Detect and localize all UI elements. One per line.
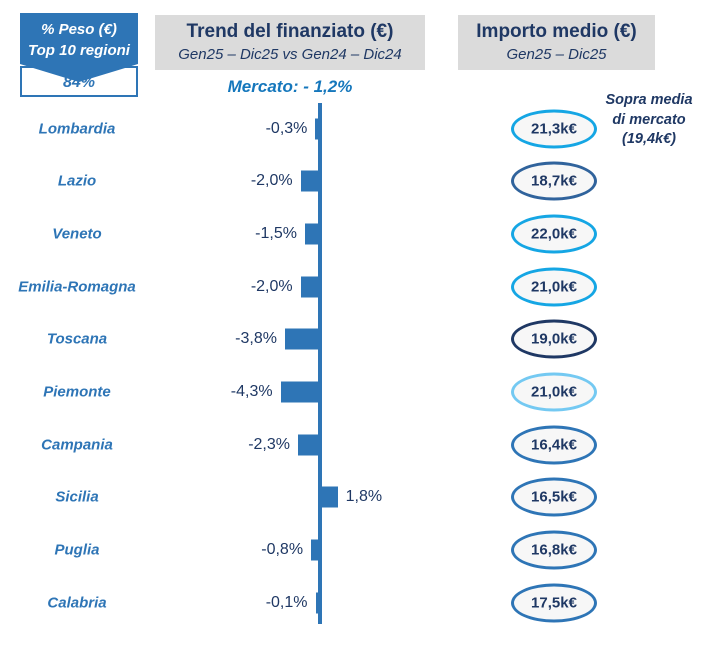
region-label: Lombardia: [38, 120, 116, 137]
importo-oval: 21,3k€: [511, 109, 597, 148]
trend-bar: [284, 328, 318, 350]
importo-value-label: 19,0k€: [531, 330, 577, 348]
trend-bar: [297, 434, 318, 456]
importo-header: Importo medio (€) Gen25 – Dic25: [458, 15, 655, 70]
market-trend-label: Mercato: - 1,2%: [227, 77, 353, 96]
importo-value-label: 16,8k€: [531, 541, 577, 559]
trend-bar: [304, 223, 318, 245]
region-label: Toscana: [46, 330, 108, 348]
region-row: Lazio -2,0% 18,7k€: [0, 155, 702, 208]
above-market-note-line3: (19,4k€): [621, 131, 676, 148]
importo-header-subtitle: Gen25 – Dic25: [506, 45, 607, 63]
importo-header-title: Importo medio (€): [476, 21, 637, 42]
above-market-note-line2: di mercato: [612, 111, 686, 128]
importo-oval: 19,0k€: [511, 319, 597, 359]
region-label: Calabria: [47, 594, 107, 612]
trend-value-label: -0,8%: [261, 541, 304, 559]
importo-oval: 21,0k€: [511, 267, 597, 307]
trend-bar: [280, 381, 318, 403]
importo-oval: 16,5k€: [511, 477, 597, 517]
region-row: Puglia -0,8% 16,8k€: [0, 524, 702, 577]
trend-header-subtitle: Gen25 – Dic25 vs Gen24 – Dic24: [178, 45, 402, 63]
trend-value-label: 1,8%: [345, 488, 383, 506]
importo-value-label: 21,0k€: [531, 383, 577, 401]
trend-value-label: -2,3%: [248, 435, 290, 453]
trend-header-title: Trend del finanziato (€): [186, 21, 394, 42]
importo-oval: 21,0k€: [511, 372, 597, 412]
region-row: Emilia-Romagna -2,0% 21,0k€: [0, 260, 702, 313]
trend-value-label: -3,8%: [235, 330, 277, 348]
weight-badge-line1: % Peso (€): [41, 21, 117, 38]
importo-value-label: 21,3k€: [531, 120, 577, 137]
above-market-note: Sopra media di mercato (19,4k€): [596, 91, 702, 150]
trend-value-label: -0,1%: [265, 593, 308, 611]
trend-bar: [322, 486, 338, 508]
trend-value-label: -4,3%: [230, 383, 273, 400]
region-label: Piemonte: [43, 383, 111, 401]
region-label: Veneto: [52, 225, 102, 243]
above-market-note-line1: Sopra media: [605, 92, 693, 108]
region-label: Sicilia: [55, 488, 99, 506]
region-row: Piemonte -4,3% 21,0k€: [0, 366, 702, 419]
importo-oval: 18,7k€: [511, 161, 597, 201]
importo-oval: 17,5k€: [511, 583, 597, 623]
trend-value-label: -1,5%: [255, 224, 297, 242]
region-row: Sicilia 1,8% 16,5k€: [0, 471, 702, 524]
trend-bar: [315, 118, 318, 139]
region-row: Campania -2,3% 16,4k€: [0, 418, 702, 471]
chart-axis-line: [318, 103, 322, 624]
region-label: Puglia: [54, 541, 100, 559]
region-label: Campania: [41, 436, 113, 454]
region-label: Emilia-Romagna: [18, 278, 136, 296]
trend-bar: [300, 170, 318, 192]
importo-oval: 22,0k€: [511, 214, 597, 254]
trend-value-label: -2,0%: [250, 172, 293, 190]
region-row: Lombardia -0,3% 21,3k€: [0, 102, 702, 155]
trend-value-label: -2,0%: [250, 277, 293, 295]
importo-value-label: 16,5k€: [531, 488, 577, 506]
trend-bar: [300, 276, 318, 298]
importo-value-label: 17,5k€: [531, 594, 577, 612]
region-label: Lazio: [57, 172, 97, 190]
importo-value-label: 16,4k€: [531, 436, 577, 454]
trend-bar: [311, 539, 318, 561]
trend-bar: [315, 592, 318, 614]
importo-oval: 16,4k€: [511, 425, 597, 465]
trend-header: Trend del finanziato (€) Gen25 – Dic25 v…: [155, 15, 425, 70]
region-row: Calabria -0,1% 17,5k€: [0, 576, 702, 629]
importo-oval: 16,8k€: [511, 530, 597, 570]
region-row: Toscana -3,8% 19,0k€: [0, 313, 702, 366]
weight-badge-line2: Top 10 regioni: [28, 42, 130, 59]
importo-value-label: 18,7k€: [531, 172, 577, 190]
region-row: Veneto -1,5% 22,0k€: [0, 207, 702, 260]
importo-value-label: 22,0k€: [531, 225, 577, 243]
trend-value-label: -0,3%: [265, 119, 308, 137]
importo-value-label: 21,0k€: [531, 278, 577, 296]
